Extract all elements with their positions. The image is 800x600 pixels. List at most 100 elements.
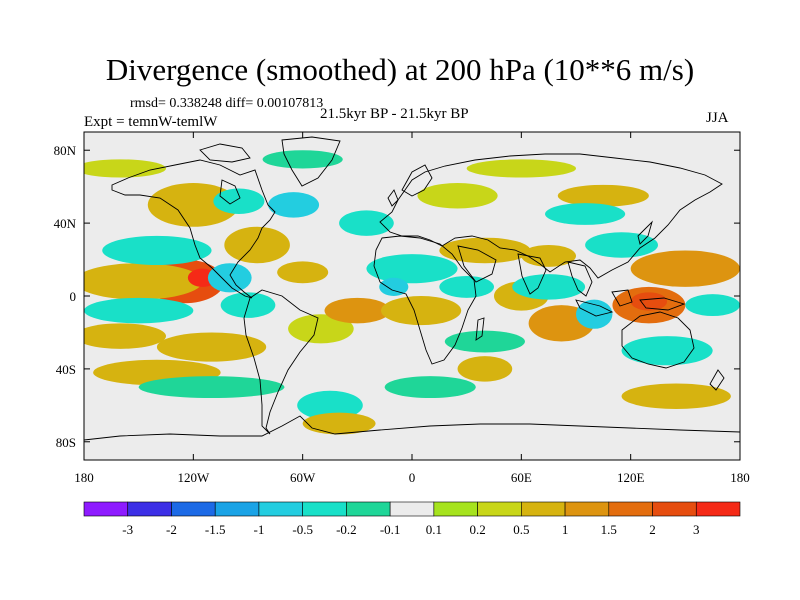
anomaly-region — [288, 314, 354, 344]
colorbar-swatch — [389, 501, 435, 517]
colorbar-label: -0.5 — [292, 522, 313, 537]
colorbar-label: 1.5 — [601, 522, 617, 537]
colorbar-label: -1.5 — [205, 522, 226, 537]
anomaly-region — [84, 263, 203, 300]
colorbar-swatch — [127, 501, 172, 517]
coastline-borneo — [611, 289, 633, 307]
colorbar-label: -3 — [122, 522, 133, 537]
anomaly-region — [324, 297, 391, 324]
anomaly-region — [277, 261, 329, 284]
x-axis: 180 120W 60W 0 60E 120E 180 — [74, 132, 750, 485]
y-tick-label: 80S — [56, 435, 76, 450]
anomaly-region — [84, 297, 194, 324]
colorbar-label: -0.2 — [336, 522, 357, 537]
colorbar-label: -1 — [254, 522, 265, 537]
colorbar-swatch — [521, 501, 566, 517]
anomaly-region — [521, 244, 577, 267]
colorbar-label: 3 — [693, 522, 700, 537]
x-tick-label: 60E — [511, 470, 532, 485]
colorbar-swatch — [83, 501, 129, 517]
colorbar-label: 2 — [649, 522, 656, 537]
coastline-eurasia — [379, 153, 723, 279]
season-label: JJA — [706, 110, 729, 126]
period-label: 21.5kyr BP - 21.5kyr BP — [320, 106, 469, 122]
anomaly-region — [366, 254, 458, 284]
colorbar: -3 -2 -1.5 -1 -0.5 -0.2 -0.1 0.1 0.2 0.5 1 1.5 2 3 — [83, 501, 741, 537]
coastline-north-america — [111, 159, 276, 299]
anomaly-region — [156, 332, 267, 362]
coastline-australia — [621, 311, 695, 369]
anomaly-region — [379, 277, 409, 296]
colorbar-label: -0.1 — [380, 522, 401, 537]
coastline-japan — [637, 220, 653, 245]
coastline-madagascar — [475, 317, 485, 341]
coastline-scandinavia — [401, 164, 433, 197]
x-tick-label: 180 — [730, 470, 750, 485]
anomaly-region — [381, 296, 462, 326]
y-tick-label: 40N — [54, 216, 77, 231]
coastline-india — [517, 253, 547, 295]
anomaly-region — [297, 390, 363, 420]
colorbar-label: 0.2 — [469, 522, 485, 537]
anomaly-region — [630, 292, 668, 311]
anomaly-region — [302, 412, 376, 435]
anomaly-region — [621, 383, 731, 409]
chart-title: Divergence (smoothed) at 200 hPa (10**6 … — [105, 52, 695, 87]
x-tick-label: 180 — [74, 470, 94, 485]
anomaly-region — [213, 188, 265, 214]
coastline-south-america — [243, 289, 319, 435]
colorbar-swatch — [346, 501, 391, 517]
anomaly-region — [138, 376, 285, 399]
coastline-british-isles — [387, 189, 399, 207]
anomaly-region — [268, 192, 320, 218]
colorbar-swatch — [695, 501, 741, 517]
coastline-antarctica — [84, 415, 740, 441]
coastline-arctic-islands — [199, 143, 251, 163]
coastline-hudson-bay — [219, 179, 241, 205]
coastline-new-guinea — [639, 297, 686, 311]
anomaly-region — [262, 150, 343, 169]
colorbar-label: -2 — [166, 522, 177, 537]
colorbar-swatch — [608, 501, 653, 517]
anomaly-region — [384, 376, 476, 399]
y-tick-label: 0 — [70, 289, 77, 304]
anomaly-region — [439, 275, 494, 298]
y-tick-label: 80N — [54, 143, 77, 158]
colorbar-swatch — [171, 501, 216, 517]
y-tick-label: 40S — [56, 362, 76, 377]
coastlines — [84, 136, 740, 441]
anomaly-region — [84, 159, 166, 178]
coastline-sumatra — [575, 299, 614, 317]
anomaly-region — [224, 226, 290, 264]
anomaly-region — [439, 237, 531, 264]
colorbar-swatch — [477, 501, 522, 517]
anomaly-fields — [84, 150, 740, 435]
colorbar-label: 0.5 — [513, 522, 529, 537]
anomaly-region — [621, 336, 713, 366]
anomaly-region — [147, 183, 239, 227]
coastline-arabia — [457, 245, 497, 283]
anomaly-region — [417, 183, 498, 209]
anomaly-region — [444, 330, 525, 353]
colorbar-swatch — [302, 501, 347, 517]
x-tick-label: 120E — [617, 470, 645, 485]
anomaly-region — [466, 159, 576, 178]
colorbar-label: 0.1 — [426, 522, 442, 537]
anomaly-region — [585, 232, 658, 258]
colorbar-label: 1 — [562, 522, 569, 537]
anomaly-region — [84, 323, 166, 349]
anomaly-region — [545, 203, 626, 225]
x-tick-label: 120W — [177, 470, 210, 485]
colorbar-swatch — [258, 501, 303, 517]
coastline-greenland — [281, 136, 341, 187]
anomaly-region — [685, 294, 740, 317]
stats-label: rmsd= 0.338248 diff= 0.00107813 — [130, 96, 324, 111]
anomaly-region — [630, 250, 740, 287]
x-tick-label: 0 — [409, 470, 416, 485]
x-tick-label: 60W — [290, 470, 316, 485]
colorbar-swatch — [433, 501, 478, 517]
experiment-label: Expt = temnW-temlW — [84, 114, 218, 130]
anomaly-region — [457, 356, 513, 382]
anomaly-region — [576, 299, 613, 329]
